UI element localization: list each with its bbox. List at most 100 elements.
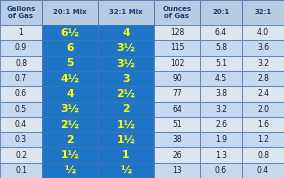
- Bar: [154, 40, 200, 56]
- Bar: [154, 71, 200, 86]
- Text: ½: ½: [120, 165, 131, 175]
- Text: 4½: 4½: [60, 74, 80, 83]
- Bar: [0, 101, 42, 117]
- Text: 0.2: 0.2: [15, 151, 27, 159]
- Text: 64: 64: [172, 105, 182, 114]
- Text: 0.8: 0.8: [257, 151, 269, 159]
- Text: 77: 77: [172, 89, 182, 98]
- Bar: [42, 132, 98, 147]
- Bar: [242, 86, 284, 101]
- Bar: [200, 0, 242, 25]
- Text: 32:1 Mix: 32:1 Mix: [109, 9, 143, 15]
- Text: 2½: 2½: [116, 89, 135, 99]
- Text: 115: 115: [170, 43, 184, 53]
- Bar: [154, 56, 200, 71]
- Text: 3½: 3½: [116, 58, 135, 68]
- Text: 13: 13: [172, 166, 182, 175]
- Bar: [0, 86, 42, 101]
- Bar: [98, 0, 154, 25]
- Bar: [200, 71, 242, 86]
- Bar: [154, 117, 200, 132]
- Bar: [242, 147, 284, 163]
- Bar: [0, 40, 42, 56]
- Bar: [42, 117, 98, 132]
- Bar: [200, 101, 242, 117]
- Text: 3½: 3½: [60, 104, 80, 114]
- Bar: [98, 86, 154, 101]
- Bar: [154, 132, 200, 147]
- Text: 4.5: 4.5: [215, 74, 227, 83]
- Text: 0.6: 0.6: [15, 89, 27, 98]
- Bar: [0, 117, 42, 132]
- Bar: [242, 25, 284, 40]
- Bar: [0, 25, 42, 40]
- Bar: [242, 56, 284, 71]
- Text: 20:1: 20:1: [212, 9, 230, 15]
- Bar: [200, 86, 242, 101]
- Bar: [0, 132, 42, 147]
- Text: 26: 26: [172, 151, 182, 159]
- Bar: [200, 147, 242, 163]
- Text: 3.2: 3.2: [257, 59, 269, 68]
- Text: 0.3: 0.3: [15, 135, 27, 144]
- Bar: [42, 101, 98, 117]
- Text: 2.0: 2.0: [257, 105, 269, 114]
- Bar: [98, 56, 154, 71]
- Bar: [154, 101, 200, 117]
- Text: 1.2: 1.2: [257, 135, 269, 144]
- Bar: [242, 101, 284, 117]
- Text: 1.6: 1.6: [257, 120, 269, 129]
- Text: 0.4: 0.4: [257, 166, 269, 175]
- Bar: [42, 163, 98, 178]
- Bar: [42, 25, 98, 40]
- Text: 0.4: 0.4: [15, 120, 27, 129]
- Text: 4: 4: [66, 89, 74, 99]
- Text: 38: 38: [172, 135, 182, 144]
- Text: 102: 102: [170, 59, 184, 68]
- Text: 128: 128: [170, 28, 184, 37]
- Text: 1.9: 1.9: [215, 135, 227, 144]
- Text: ½: ½: [64, 165, 76, 175]
- Bar: [200, 40, 242, 56]
- Bar: [242, 117, 284, 132]
- Bar: [98, 25, 154, 40]
- Text: 2: 2: [122, 104, 130, 114]
- Bar: [98, 163, 154, 178]
- Text: 2.4: 2.4: [257, 89, 269, 98]
- Text: 2: 2: [66, 135, 74, 145]
- Text: 2.8: 2.8: [257, 74, 269, 83]
- Text: 6½: 6½: [60, 28, 80, 38]
- Text: 2½: 2½: [60, 119, 80, 129]
- Bar: [98, 117, 154, 132]
- Bar: [98, 147, 154, 163]
- Text: 32:1: 32:1: [254, 9, 272, 15]
- Bar: [42, 0, 98, 25]
- Text: 1½: 1½: [117, 135, 135, 145]
- Text: 3: 3: [122, 74, 130, 83]
- Text: 0.5: 0.5: [15, 105, 27, 114]
- Text: 3.6: 3.6: [257, 43, 269, 53]
- Bar: [200, 132, 242, 147]
- Text: 5.1: 5.1: [215, 59, 227, 68]
- Text: 1½: 1½: [117, 119, 135, 129]
- Bar: [242, 163, 284, 178]
- Text: 3½: 3½: [116, 43, 135, 53]
- Text: Ounces
of Gas: Ounces of Gas: [162, 6, 192, 19]
- Bar: [0, 147, 42, 163]
- Bar: [200, 25, 242, 40]
- Bar: [154, 86, 200, 101]
- Text: 3.8: 3.8: [215, 89, 227, 98]
- Text: 3.2: 3.2: [215, 105, 227, 114]
- Text: 1½: 1½: [60, 150, 79, 160]
- Text: 1: 1: [122, 150, 130, 160]
- Bar: [200, 163, 242, 178]
- Bar: [98, 71, 154, 86]
- Bar: [98, 132, 154, 147]
- Bar: [242, 40, 284, 56]
- Text: 6: 6: [66, 43, 74, 53]
- Text: 1: 1: [19, 28, 23, 37]
- Text: 0.6: 0.6: [215, 166, 227, 175]
- Bar: [42, 56, 98, 71]
- Bar: [200, 117, 242, 132]
- Text: 4.0: 4.0: [257, 28, 269, 37]
